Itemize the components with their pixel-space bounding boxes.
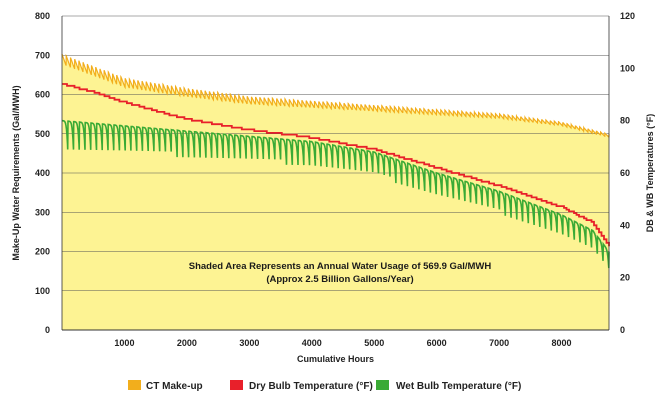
y-tick-label-0: 0: [45, 325, 50, 335]
legend: CT Make-up Dry Bulb Temperature (°F) Wet…: [128, 380, 521, 392]
y-tick-label-100: 100: [35, 286, 50, 296]
shaded-area: [62, 54, 609, 330]
legend-label-dry-bulb: Dry Bulb Temperature (°F): [249, 381, 373, 392]
x-tick-label-7000: 7000: [489, 338, 509, 348]
x-tick-label-8000: 8000: [552, 338, 572, 348]
legend-swatch-dry-bulb: [230, 380, 243, 390]
y2-tick-label-0: 0: [620, 325, 625, 335]
legend-swatch-ct-makeup: [128, 380, 141, 390]
y-tick-label-700: 700: [35, 50, 50, 60]
x-tick-label-5000: 5000: [364, 338, 384, 348]
x-tick-label-3000: 3000: [239, 338, 259, 348]
y-tick-label-300: 300: [35, 207, 50, 217]
y2-tick-label-60: 60: [620, 168, 630, 178]
series-line-dry-bulb: [62, 83, 610, 247]
x-tick-label-4000: 4000: [302, 338, 322, 348]
legend-label-ct-makeup: CT Make-up: [146, 381, 203, 392]
y-tick-label-400: 400: [35, 168, 50, 178]
y-tick-label-600: 600: [35, 90, 50, 100]
y2-tick-label-120: 120: [620, 11, 635, 21]
x-tick-label-6000: 6000: [427, 338, 447, 348]
x-axis-label: Cumulative Hours: [297, 354, 374, 364]
y2-axis-label: DB & WB Temperatures (°F): [645, 114, 655, 232]
y2-tick-label-20: 20: [620, 273, 630, 283]
y-tick-label-800: 800: [35, 11, 50, 21]
y2-tick-label-80: 80: [620, 116, 630, 126]
y2-tick-label-40: 40: [620, 220, 630, 230]
series-line-ct-makeup: [61, 53, 610, 138]
series-layer: [61, 53, 610, 269]
annotation-line-2: (Approx 2.5 Billion Gallons/Year): [266, 274, 413, 285]
x-tick-label-1000: 1000: [114, 338, 134, 348]
annotation-line-1: Shaded Area Represents an Annual Water U…: [189, 261, 492, 272]
y-tick-label-200: 200: [35, 247, 50, 257]
series-line-wet-bulb: [62, 119, 610, 269]
x-tick-label-2000: 2000: [177, 338, 197, 348]
shaded-area-layer: [62, 54, 609, 330]
legend-swatch-wet-bulb: [376, 380, 389, 390]
legend-label-wet-bulb: Wet Bulb Temperature (°F): [396, 381, 521, 392]
axis-layer: 1000 2000 3000 4000 5000 6000 7000 800001002003…: [35, 11, 635, 348]
y2-tick-label-100: 100: [620, 63, 635, 73]
y-axis-label: Make-Up Water Requirements (Gal/MWH): [11, 85, 21, 260]
y-tick-label-500: 500: [35, 129, 50, 139]
